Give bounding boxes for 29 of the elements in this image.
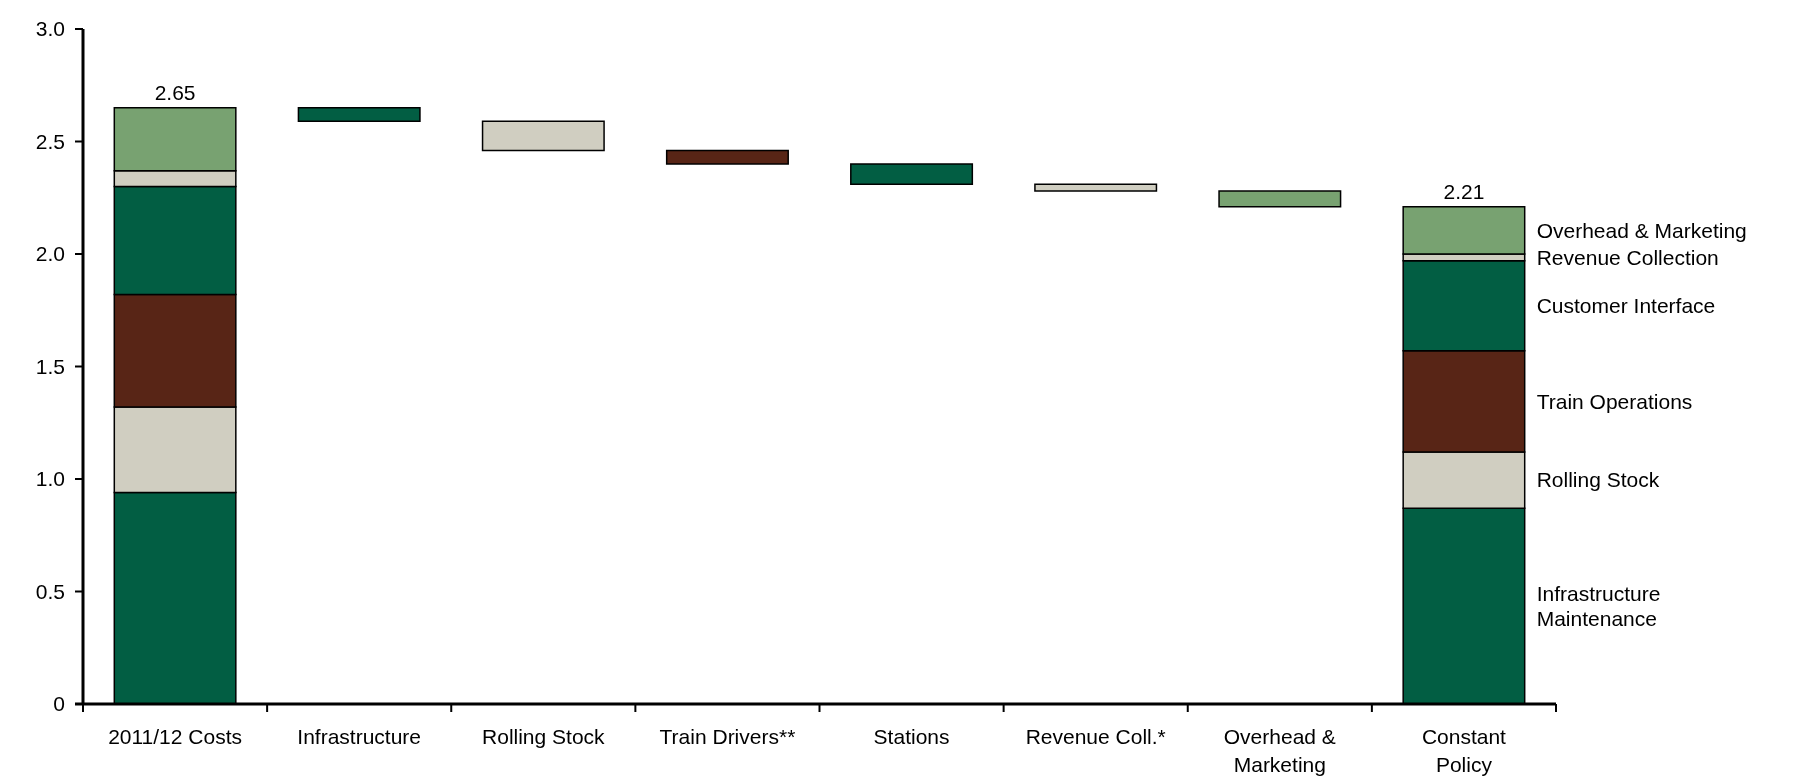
bar — [665, 149, 789, 165]
y-tick-label: 2.0 — [35, 242, 65, 266]
y-tick-label: 0.5 — [35, 579, 65, 603]
series-label: Infrastructure Maintenance — [1536, 581, 1661, 631]
y-tick-label: 1.5 — [35, 354, 65, 378]
y-tick-label: 1.0 — [35, 467, 65, 491]
x-tick-label: Revenue Coll.* — [1025, 725, 1166, 748]
y-tick-label: 2.5 — [35, 129, 65, 153]
total-label: 2.21 — [1443, 179, 1485, 203]
bar — [297, 107, 421, 122]
series-label: Overhead & Marketing — [1536, 218, 1747, 242]
bar — [850, 163, 974, 185]
series-label: Revenue Collection — [1536, 245, 1719, 269]
x-tick-label: Constant Policy — [1421, 725, 1507, 777]
y-tick-label: 3.0 — [35, 17, 65, 41]
total-label: 2.65 — [154, 80, 196, 104]
x-tick-label: Stations — [873, 725, 950, 748]
x-tick-label: Infrastructure — [297, 725, 422, 748]
x-tick-label: Train Drivers** — [659, 725, 796, 748]
bar — [1034, 183, 1158, 192]
series-label: Customer Interface — [1536, 294, 1716, 318]
series-label: Rolling Stock — [1536, 468, 1660, 492]
x-tick-label: Rolling Stock — [482, 725, 606, 748]
bar — [481, 120, 605, 152]
x-tick-label: Overhead & Marketing — [1223, 725, 1336, 777]
x-tick-label: 2011/12 Costs — [108, 725, 242, 748]
y-tick-label: 0 — [53, 692, 65, 716]
bar — [1218, 190, 1342, 208]
series-label: Train Operations — [1536, 389, 1693, 413]
